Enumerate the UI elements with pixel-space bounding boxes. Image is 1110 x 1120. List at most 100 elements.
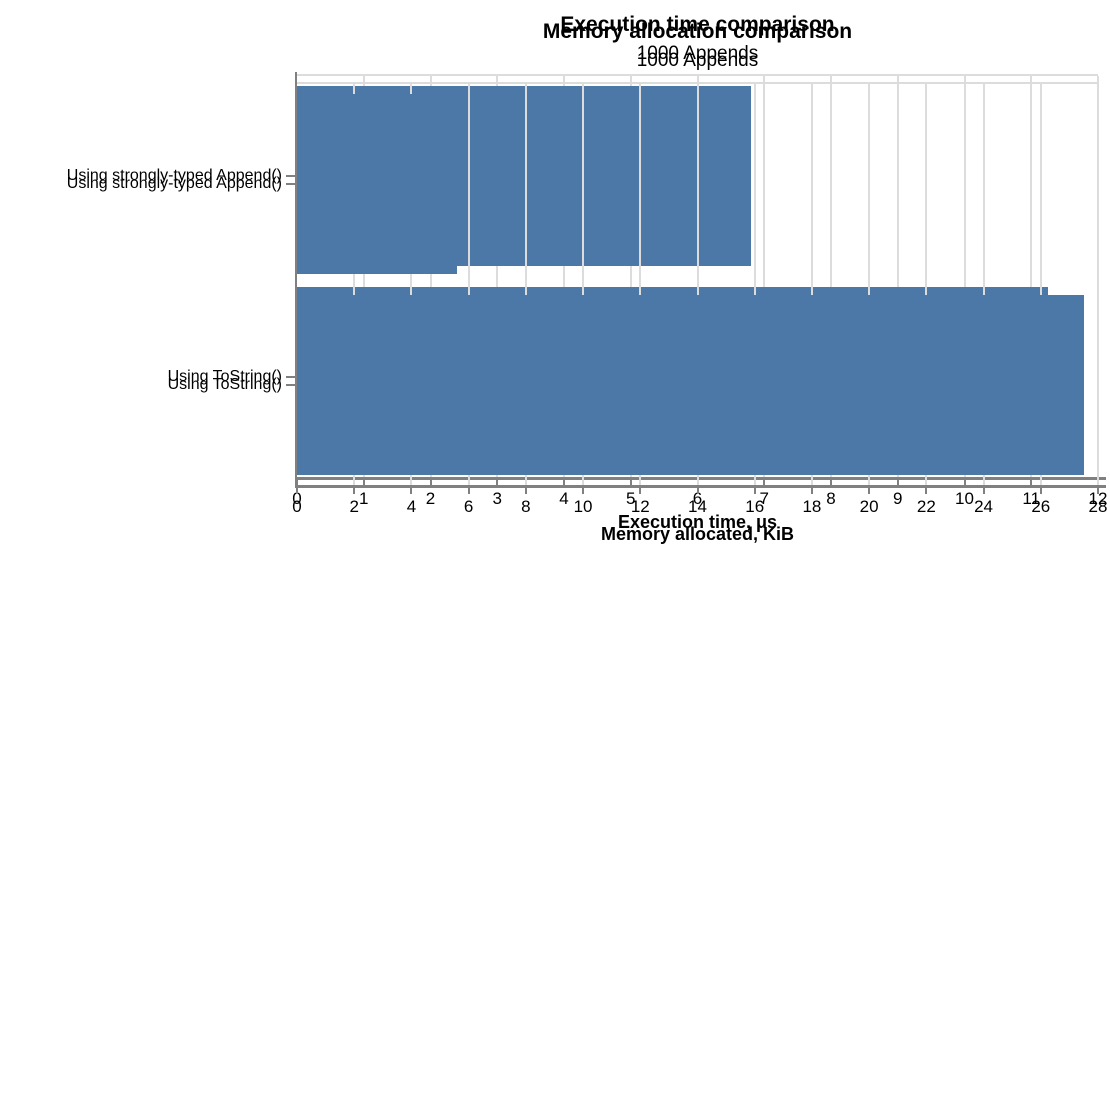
x-tick: [1097, 485, 1099, 494]
x-tick-label: 14: [688, 497, 707, 516]
x-tick-label: 20: [859, 497, 879, 516]
x-tick: [753, 485, 756, 494]
category-label: Using ToString(): [167, 375, 282, 393]
bar: [297, 294, 1084, 475]
memory-allocation-chart: Memory allocation comparison 1000 Append…: [67, 20, 1108, 544]
gridline: [496, 76, 499, 477]
gridline: [362, 76, 365, 477]
gridline: [753, 84, 756, 485]
x-tick: [296, 477, 298, 486]
x-tick: [810, 485, 813, 494]
x-tick-label: 16: [745, 497, 765, 516]
x-tick: [296, 485, 298, 494]
x-tick: [467, 485, 470, 494]
x-tick: [429, 477, 432, 486]
x-tick-label: 3: [492, 489, 502, 508]
gridline: [982, 84, 985, 485]
x-tick: [696, 485, 699, 494]
category-label: Using ToString(): [167, 367, 282, 385]
gridline: [629, 76, 632, 477]
x-tick-label: 28: [1088, 497, 1108, 516]
category-label: Using strongly-typed Append(): [66, 167, 282, 185]
gridline: [524, 84, 527, 485]
x-tick: [496, 477, 499, 486]
gridline: [353, 84, 356, 485]
y-tick: [286, 383, 295, 386]
chart-title: Execution time comparison: [560, 13, 835, 36]
x-tick: [524, 485, 527, 494]
x-tick-label: 12: [630, 497, 650, 516]
gridline: [810, 84, 813, 485]
chart-title: Memory allocation comparison: [542, 20, 853, 43]
x-tick-label: 10: [573, 497, 593, 516]
x-tick: [362, 477, 365, 486]
x-tick-label: 6: [692, 489, 703, 508]
y-axis-line: [295, 80, 297, 488]
x-tick: [1030, 477, 1033, 486]
gridline: [896, 76, 899, 477]
bar: [297, 94, 458, 275]
gridline: [763, 76, 766, 477]
x-tick: [629, 477, 632, 486]
x-tick-label: 8: [521, 497, 531, 516]
gridline: [582, 84, 585, 485]
gridline: [467, 84, 470, 485]
gridline: [410, 84, 413, 485]
x-tick-label: 7: [759, 489, 769, 508]
x-tick-label: 0: [292, 489, 302, 508]
x-tick: [963, 477, 966, 486]
chart-subtitle: 1000 Appends: [636, 43, 759, 64]
x-axis-line: [297, 485, 1106, 488]
y-tick: [286, 375, 295, 378]
x-tick-label: 2: [425, 489, 436, 508]
x-tick: [410, 485, 413, 494]
top-spine: [297, 82, 1098, 84]
x-tick-label: 4: [559, 489, 569, 508]
x-tick-label: 5: [626, 489, 636, 508]
x-tick-label: 22: [916, 497, 936, 516]
y-tick: [286, 183, 295, 186]
x-tick: [1039, 485, 1042, 494]
plot-area: Using strongly-typed Append() Using ToStr…: [67, 80, 1107, 516]
gridline: [925, 84, 928, 485]
x-tick: [582, 485, 585, 494]
x-tick: [868, 485, 871, 494]
gridline: [429, 76, 432, 477]
gridline: [1030, 76, 1033, 477]
x-tick-label: 8: [826, 489, 836, 508]
x-tick: [925, 485, 928, 494]
x-tick: [982, 485, 985, 494]
chart-subtitle: 1000 Appends: [636, 50, 759, 71]
y-tick: [286, 175, 295, 178]
gridline: [639, 84, 642, 485]
gridline: [1039, 84, 1042, 485]
x-axis-label: Execution time, μs: [617, 512, 778, 532]
gridline: [1097, 84, 1099, 485]
gridline: [563, 76, 565, 477]
x-tick-label: 2: [349, 497, 359, 516]
gridline: [696, 84, 699, 485]
x-tick: [896, 477, 899, 486]
x-tick-label: 24: [974, 497, 994, 516]
x-tick-label: 10: [955, 489, 974, 508]
gridline: [868, 84, 871, 485]
x-tick: [830, 477, 832, 486]
x-tick: [763, 477, 766, 486]
gridline: [830, 76, 832, 477]
x-tick: [563, 477, 565, 486]
x-tick-label: 26: [1031, 497, 1051, 516]
x-tick-label: 0: [292, 497, 302, 516]
x-tick-label: 9: [893, 489, 903, 508]
x-tick-label: 11: [1022, 489, 1041, 508]
x-tick: [353, 485, 356, 494]
x-axis-line: [297, 477, 1106, 480]
x-tick-label: 6: [463, 497, 474, 516]
category-label: Using strongly-typed Append(): [66, 175, 282, 193]
x-axis-label: Memory allocated, KiB: [600, 524, 795, 544]
x-tick-label: 18: [802, 497, 822, 516]
top-spine: [297, 74, 1098, 76]
x-tick-label: 1: [359, 489, 369, 508]
x-tick: [639, 485, 642, 494]
x-tick-label: 12: [1088, 489, 1108, 508]
gridline: [963, 76, 966, 477]
